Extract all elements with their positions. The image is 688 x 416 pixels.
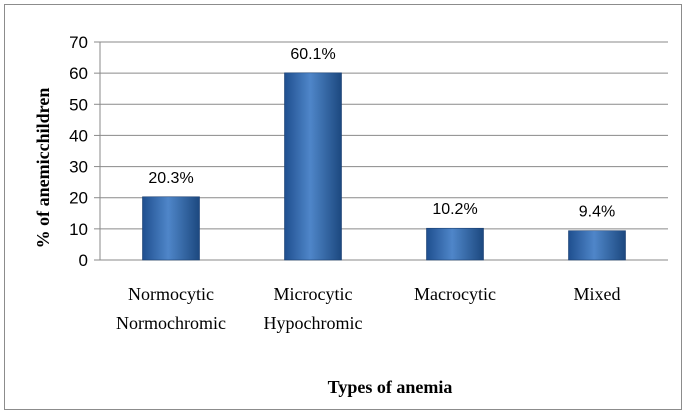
x-tick-label: Microcytic [274,284,353,304]
y-tick-label: 30 [69,158,88,177]
y-tick-label: 0 [79,251,88,270]
y-tick-label: 60 [69,64,88,83]
y-tick-label: 70 [69,33,88,52]
y-tick-label: 10 [69,220,88,239]
data-label: 9.4% [579,204,615,221]
data-label: 60.1% [290,46,335,63]
bar [568,230,626,261]
x-tick-label: Macrocytic [414,284,496,304]
x-tick-label: Normocytic [128,284,214,304]
y-tick-label: 40 [69,126,88,145]
bar [426,227,484,261]
x-tick-label: Hypochromic [264,313,363,333]
bar [142,196,200,261]
bar [284,72,342,261]
y-tick-label: 50 [69,95,88,114]
data-label: 10.2% [432,201,477,218]
y-axis-title: % of anemicchildren [33,88,53,249]
x-tick-label: Mixed [574,284,621,304]
y-tick-label: 20 [69,189,88,208]
data-label: 20.3% [148,170,193,187]
x-axis-title: Types of anemia [328,377,453,397]
x-tick-label: Normochromic [116,313,226,333]
chart-frame [4,4,682,410]
